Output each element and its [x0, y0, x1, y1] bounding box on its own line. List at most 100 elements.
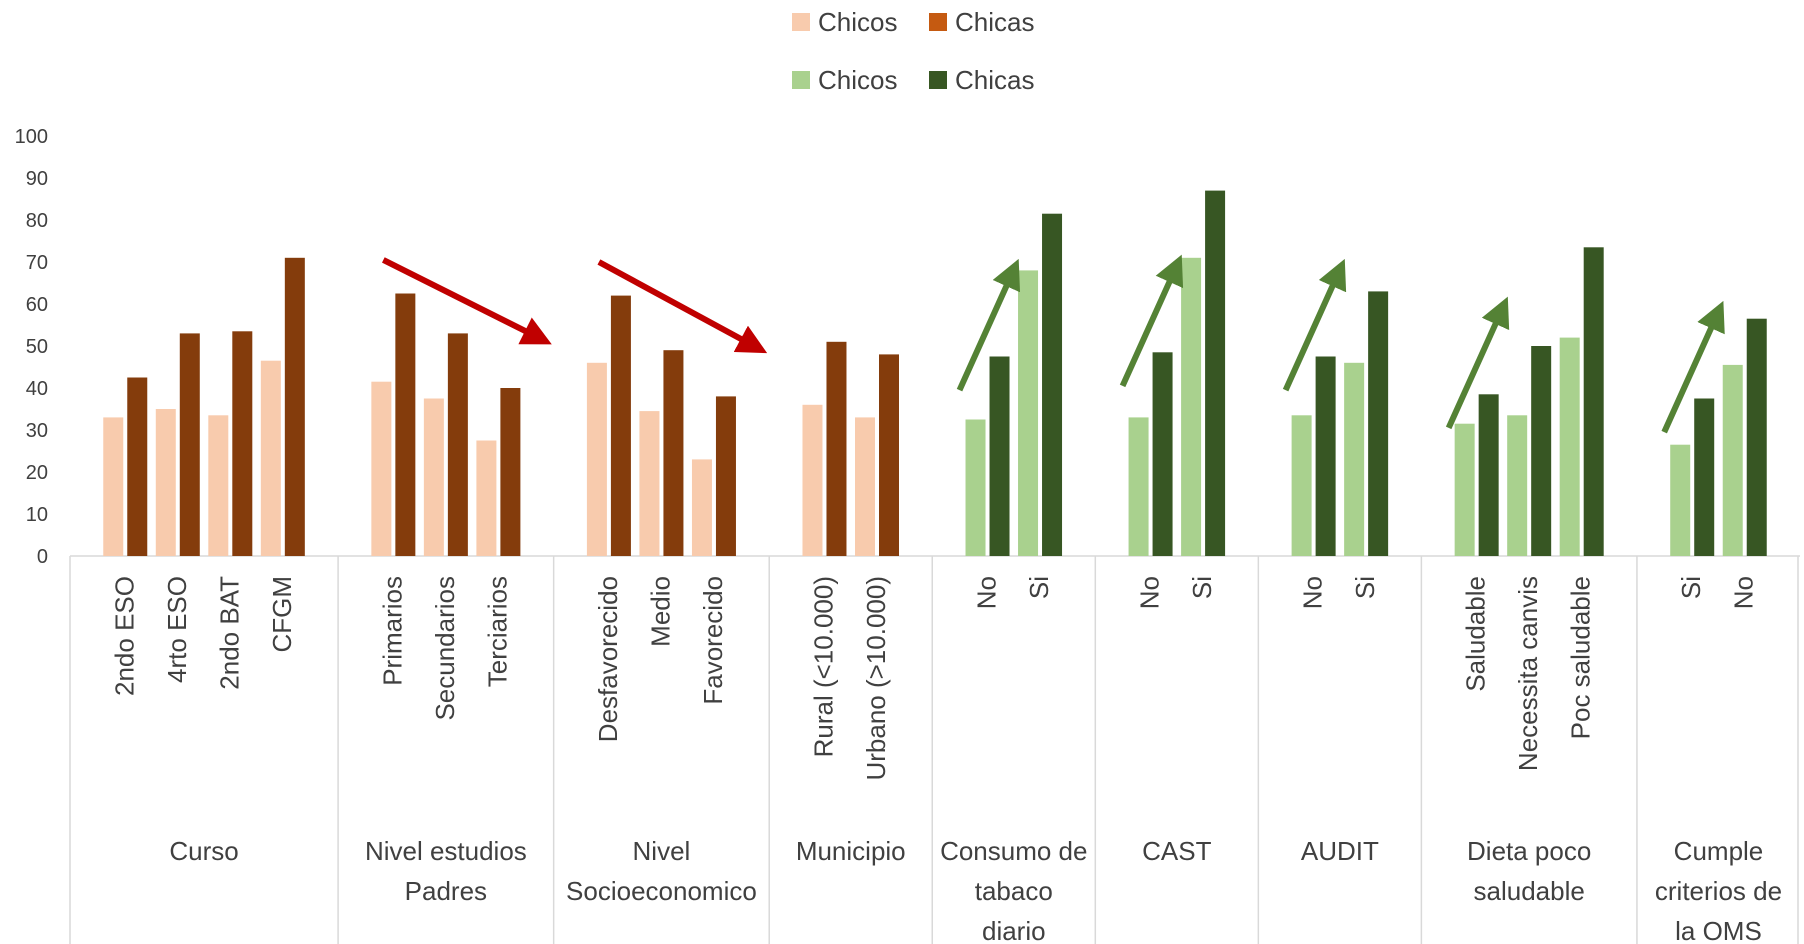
legend-swatch	[929, 71, 947, 89]
category-label: No	[1729, 576, 1759, 609]
y-tick-label: 60	[26, 294, 48, 316]
category-label: Necessita canvis	[1513, 576, 1543, 771]
bar-chicos	[1559, 337, 1580, 556]
bar-chicos	[1291, 415, 1312, 556]
group-label: Cumple criterios de la OMS	[1655, 836, 1782, 944]
bar-chicas	[715, 396, 736, 556]
legend-item: Chicas	[929, 65, 1034, 95]
trend-arrow-up	[1119, 254, 1184, 388]
y-tick-label: 90	[26, 168, 48, 190]
bar-chicas	[826, 341, 847, 556]
bar-chicas	[500, 388, 521, 556]
group-label: Nivel Socioeconomico	[566, 836, 757, 906]
legend-item: Chicos	[792, 65, 897, 95]
category-label: 2ndo ESO	[109, 576, 139, 696]
y-tick-label: 40	[26, 378, 48, 400]
bar-chicas	[284, 257, 305, 556]
legend-swatch	[792, 71, 810, 89]
bar-series	[103, 190, 1767, 557]
bar-chicas	[1205, 190, 1226, 556]
bar-chicos	[155, 409, 176, 556]
bar-chicas	[232, 331, 253, 556]
bar-chicas	[989, 356, 1010, 556]
legend-swatch	[792, 13, 810, 31]
bar-chicos	[802, 404, 823, 556]
bar-chicas	[1531, 346, 1552, 556]
x-axis-categories: 2ndo ESO 4rto ESO 2ndo BAT CFGM Primarios Sec…	[109, 576, 1758, 781]
bar-chicos	[1722, 364, 1743, 556]
bar-chicos	[1507, 415, 1528, 556]
legend: Chicos Chicas Chicos Chicas	[792, 7, 1034, 95]
bar-chicas	[1368, 291, 1389, 556]
legend-label: Chicas	[955, 65, 1034, 95]
bar-chicos	[855, 417, 875, 556]
legend-swatch	[929, 13, 947, 31]
category-label: Rural (<10.000)	[808, 576, 838, 757]
category-label: Desfavorecido	[593, 576, 623, 742]
category-label: 4rto ESO	[162, 576, 192, 683]
category-label: Favorecido	[698, 576, 728, 705]
bar-chicos	[103, 417, 124, 556]
bar-chicas	[395, 293, 416, 556]
category-label: Primarios	[377, 576, 407, 686]
bar-chicos	[965, 419, 986, 556]
group-label: Nivel estudios Padres	[365, 836, 527, 906]
bar-chicos	[1454, 423, 1475, 556]
bar-chicas	[1478, 394, 1499, 556]
y-tick-label: 30	[26, 420, 48, 442]
bar-chicas	[1042, 213, 1063, 556]
group-label: Consumo de tabaco diario	[940, 836, 1087, 944]
category-label: Terciarios	[482, 576, 512, 687]
trend-arrow-up	[1445, 296, 1510, 430]
bar-chicos	[1128, 417, 1149, 556]
bar-chicos	[1344, 362, 1365, 556]
bar-chicas	[1315, 356, 1336, 556]
legend-label: Chicos	[818, 7, 897, 37]
legend-label: Chicos	[818, 65, 897, 95]
x-axis-groups: Curso Nivel estudios Padres Nivel Socioecono…	[169, 836, 1782, 944]
bar-chicas	[879, 354, 899, 556]
trend-arrow-down	[597, 259, 768, 354]
group-label: CAST	[1142, 836, 1211, 866]
bar-chicos	[208, 415, 229, 556]
trend-arrows	[382, 254, 1725, 434]
bar-chicos	[691, 459, 712, 556]
category-label: Si	[1187, 576, 1217, 599]
bar-chicas	[1583, 247, 1604, 557]
trend-arrow-up	[956, 258, 1021, 392]
legend-item: Chicos	[792, 7, 897, 37]
bar-chicas	[1694, 398, 1715, 556]
legend-item: Chicas	[929, 7, 1034, 37]
y-tick-label: 0	[37, 546, 48, 568]
bar-chicos	[476, 440, 497, 556]
category-label: CFGM	[267, 576, 297, 653]
category-label: No	[1135, 576, 1165, 609]
category-label: Si	[1676, 576, 1706, 599]
y-tick-label: 100	[15, 126, 48, 148]
category-label: No	[972, 576, 1002, 609]
y-tick-label: 10	[26, 504, 48, 526]
y-tick-label: 50	[26, 336, 48, 358]
category-label: Saludable	[1461, 576, 1491, 692]
bar-chicas	[1152, 352, 1173, 556]
bar-chicos	[260, 360, 281, 556]
group-label: Curso	[169, 836, 238, 866]
trend-arrow-down	[382, 257, 552, 345]
y-axis: 0 10 20 30 40 50 60 70 80 90 100	[15, 126, 1800, 944]
group-label: AUDIT	[1301, 836, 1379, 866]
legend-label: Chicas	[955, 7, 1034, 37]
bar-chicos	[639, 411, 660, 556]
group-label: Dieta poco saludable	[1467, 836, 1591, 906]
category-label: Medio	[645, 576, 675, 647]
bar-chicos	[586, 362, 607, 556]
bar-chicas	[127, 377, 148, 556]
category-label: No	[1298, 576, 1328, 609]
category-label: 2ndo BAT	[214, 576, 244, 690]
bar-chicos	[423, 398, 444, 556]
category-label: Poc saludable	[1566, 576, 1596, 739]
trend-arrow-up	[1661, 300, 1725, 434]
category-label: Si	[1024, 576, 1054, 599]
y-tick-label: 70	[26, 252, 48, 274]
bar-chicas	[663, 350, 684, 556]
